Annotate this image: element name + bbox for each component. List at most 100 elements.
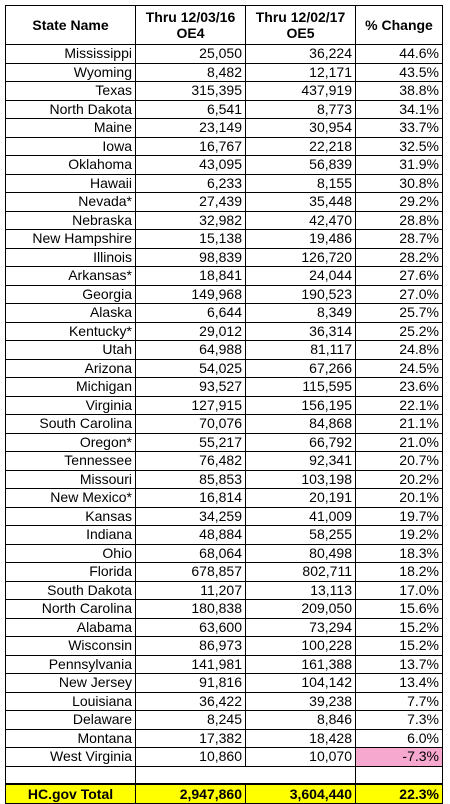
value-cell: 8,482 <box>135 62 246 82</box>
value-cell: 98,839 <box>135 247 246 267</box>
state-name: Hawaii <box>5 173 136 193</box>
value-cell: 85,853 <box>135 469 246 489</box>
header-text: State Name <box>32 17 109 33</box>
state-name: Indiana <box>5 525 136 545</box>
state-name: Mississippi <box>5 44 136 64</box>
value-cell: 20.2% <box>355 469 443 489</box>
table-row: Utah 64,988 81,117 24.8% <box>5 340 443 360</box>
value-cell: 80,498 <box>245 543 356 563</box>
table-row: Delaware 8,245 8,846 7.3% <box>5 710 443 730</box>
value-cell: 30.8% <box>355 173 443 193</box>
value-cell: 43.5% <box>355 62 443 82</box>
table-row: Illinois 98,839 126,720 28.2% <box>5 247 443 267</box>
value-cell: 58,255 <box>245 525 356 545</box>
value-cell: 76,482 <box>135 451 246 471</box>
value-cell: 156,195 <box>245 395 356 415</box>
value-cell: 20,191 <box>245 488 356 508</box>
value-cell: 23.6% <box>355 377 443 397</box>
value-cell: 6,644 <box>135 303 246 323</box>
state-name: Ohio <box>5 543 136 563</box>
state-name: Tennessee <box>5 451 136 471</box>
value-cell: 16,814 <box>135 488 246 508</box>
value-cell: 24.5% <box>355 358 443 378</box>
state-name: South Carolina <box>5 414 136 434</box>
total-value: 22.3% <box>355 783 443 804</box>
value-cell: 7.7% <box>355 691 443 711</box>
table-row: Nevada* 27,439 35,448 29.2% <box>5 192 443 212</box>
value-cell: 24,044 <box>245 266 356 286</box>
table-row: Oklahoma 43,095 56,839 31.9% <box>5 155 443 175</box>
table-row: New Hampshire 15,138 19,486 28.7% <box>5 229 443 249</box>
value-cell: 8,349 <box>245 303 356 323</box>
value-cell: 10,860 <box>135 747 246 767</box>
state-name: North Carolina <box>5 599 136 619</box>
value-cell: 81,117 <box>245 340 356 360</box>
value-cell: 15.2% <box>355 617 443 637</box>
table-row: Hawaii 6,233 8,155 30.8% <box>5 173 443 193</box>
value-cell: 34,259 <box>135 506 246 526</box>
header-text: OE4 <box>176 25 205 41</box>
value-cell: 13.4% <box>355 673 443 693</box>
value-cell: 19.7% <box>355 506 443 526</box>
value-cell: 6,541 <box>135 99 246 119</box>
state-name: South Dakota <box>5 580 136 600</box>
value-cell: 161,388 <box>245 654 356 674</box>
state-name: Kansas <box>5 506 136 526</box>
state-name: Maine <box>5 118 136 138</box>
state-name: North Dakota <box>5 99 136 119</box>
value-cell: 36,422 <box>135 691 246 711</box>
value-cell: 28.8% <box>355 210 443 230</box>
value-cell: 68,064 <box>135 543 246 563</box>
value-cell: 149,968 <box>135 284 246 304</box>
value-cell: 115,595 <box>245 377 356 397</box>
state-name: Wyoming <box>5 62 136 82</box>
value-cell: 56,839 <box>245 155 356 175</box>
value-cell: 21.0% <box>355 432 443 452</box>
value-cell: 18.2% <box>355 562 443 582</box>
table-body: Mississippi 25,050 36,224 44.6% Wyoming 8,482… <box>5 44 443 767</box>
table-row: Tennessee 76,482 92,341 20.7% <box>5 451 443 471</box>
table-row: Kentucky* 29,012 36,314 25.2% <box>5 321 443 341</box>
state-name: Alaska <box>5 303 136 323</box>
value-cell: 28.2% <box>355 247 443 267</box>
value-cell: 17,382 <box>135 728 246 748</box>
value-cell: 127,915 <box>135 395 246 415</box>
value-cell: 13,113 <box>245 580 356 600</box>
value-cell: 18.3% <box>355 543 443 563</box>
value-cell: 12,171 <box>245 62 356 82</box>
table-row: West Virginia 10,860 10,070 -7.3% <box>5 747 443 767</box>
state-name: Louisiana <box>5 691 136 711</box>
total-label: HC.gov Total <box>5 783 136 804</box>
table-row: Wisconsin 86,973 100,228 15.2% <box>5 636 443 656</box>
state-name: Missouri <box>5 469 136 489</box>
value-cell: 8,846 <box>245 710 356 730</box>
table-row: North Dakota 6,541 8,773 34.1% <box>5 99 443 119</box>
value-cell: 10,070 <box>245 747 356 767</box>
state-name: Delaware <box>5 710 136 730</box>
value-cell: 13.7% <box>355 654 443 674</box>
table-row: Iowa 16,767 22,218 32.5% <box>5 136 443 156</box>
spacer-cell <box>135 765 246 785</box>
value-cell: 25,050 <box>135 44 246 64</box>
header-text: % Change <box>365 17 433 33</box>
value-cell: 126,720 <box>245 247 356 267</box>
value-cell: 66,792 <box>245 432 356 452</box>
state-name: West Virginia <box>5 747 136 767</box>
value-cell: 209,050 <box>245 599 356 619</box>
value-cell: 20.7% <box>355 451 443 471</box>
value-cell: 27.0% <box>355 284 443 304</box>
state-name: New Mexico* <box>5 488 136 508</box>
value-cell: 22.1% <box>355 395 443 415</box>
value-cell: 64,988 <box>135 340 246 360</box>
table-row: Michigan 93,527 115,595 23.6% <box>5 377 443 397</box>
table-row: New Jersey 91,816 104,142 13.4% <box>5 673 443 693</box>
value-cell: 43,095 <box>135 155 246 175</box>
state-name: New Jersey <box>5 673 136 693</box>
header-text: Thru 12/03/16 <box>145 9 236 25</box>
value-cell: 8,773 <box>245 99 356 119</box>
value-cell: 22,218 <box>245 136 356 156</box>
value-cell: -7.3% <box>355 747 443 767</box>
table-row: Kansas 34,259 41,009 19.7% <box>5 506 443 526</box>
value-cell: 35,448 <box>245 192 356 212</box>
value-cell: 70,076 <box>135 414 246 434</box>
